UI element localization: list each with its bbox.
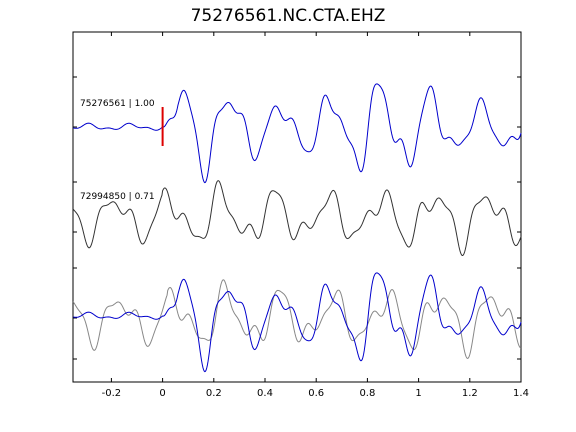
x-tick-label: 0.6 bbox=[308, 388, 324, 399]
trace-top-line bbox=[72, 83, 522, 184]
x-axis-ticks: -0.2 0 0.2 0.4 0.6 0.8 1 1.2 1.4 bbox=[102, 32, 529, 399]
trace-label-middle: 72994850 | 0.71 bbox=[80, 192, 155, 202]
trace-labels: 75276561 | 1.00 72994850 | 0.71 bbox=[80, 99, 155, 202]
plot-frame bbox=[72, 31, 522, 383]
traces-layer bbox=[72, 83, 522, 373]
trace-middle-line bbox=[72, 180, 522, 256]
trace-label-top: 75276561 | 1.00 bbox=[80, 99, 155, 109]
x-tick-label: 1.2 bbox=[462, 388, 478, 399]
x-tick-label: 0 bbox=[159, 388, 165, 399]
chart-title: 75276561.NC.CTA.EHZ bbox=[190, 6, 386, 26]
axes-frame bbox=[72, 31, 522, 383]
x-tick-label: -0.2 bbox=[102, 388, 122, 399]
x-tick-label: 0.2 bbox=[206, 388, 222, 399]
y-axis-ticks bbox=[73, 76, 521, 360]
x-tick-label: 1 bbox=[415, 388, 421, 399]
x-tick-label: 1.4 bbox=[513, 388, 529, 399]
x-tick-label: 0.4 bbox=[257, 388, 273, 399]
x-tick-label: 0.8 bbox=[359, 388, 375, 399]
overlay-gray-line bbox=[72, 279, 522, 359]
overlay-blue-line bbox=[72, 272, 522, 373]
